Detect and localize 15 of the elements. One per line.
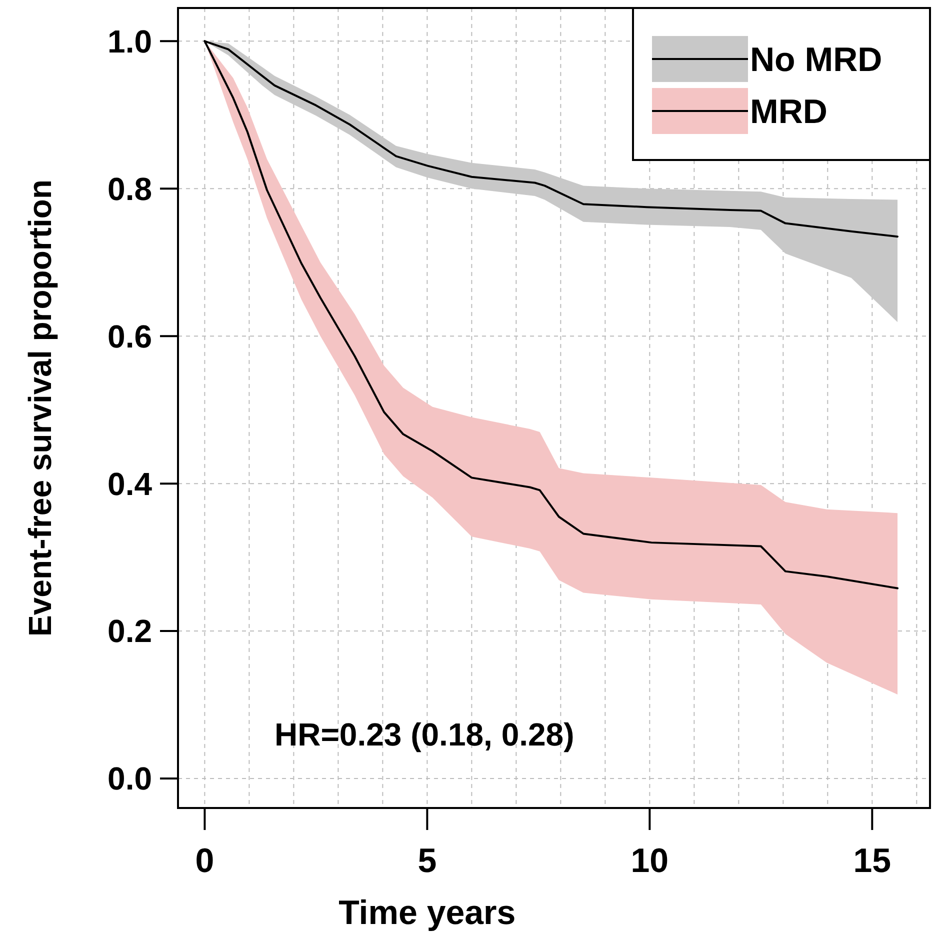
y-tick-label: 0.2 xyxy=(108,613,152,650)
legend-label: MRD xyxy=(750,92,828,131)
y-axis-title: Event-free survival proportion xyxy=(22,180,58,636)
y-tick-label: 0.6 xyxy=(108,318,152,354)
y-tick-label: 0.4 xyxy=(108,466,152,502)
annotation: HR=0.23 (0.18, 0.28) xyxy=(274,716,574,752)
x-tick-label: 15 xyxy=(853,842,892,880)
y-tick-label: 0.0 xyxy=(108,760,152,797)
x-tick-label: 5 xyxy=(418,842,437,880)
x-tick-label: 10 xyxy=(630,842,669,880)
y-tick-label: 0.8 xyxy=(108,170,152,207)
x-axis-title: Time years xyxy=(338,894,516,932)
y-tick-label: 1.0 xyxy=(108,23,152,60)
x-tick-label: 0 xyxy=(195,842,214,880)
legend-label: No MRD xyxy=(750,40,882,79)
